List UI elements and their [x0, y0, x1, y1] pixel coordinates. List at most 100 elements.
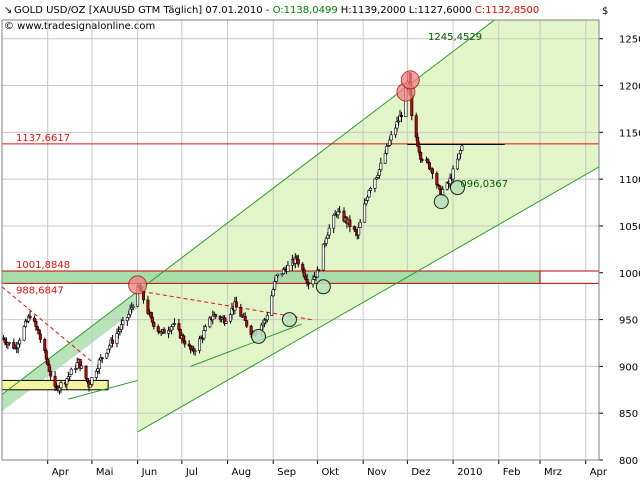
channel-upper-band [2, 291, 138, 412]
y-tick-label-1250: 1250 [619, 35, 640, 46]
candle-body [354, 229, 358, 233]
candle-body [43, 339, 47, 351]
x-tick-label-10: Feb [503, 467, 521, 478]
candle-body [295, 256, 299, 260]
candle-body [44, 350, 48, 360]
candle-body [106, 348, 110, 354]
candle-body [127, 314, 131, 318]
candle-body [214, 314, 218, 317]
candle-body [68, 374, 72, 377]
candle-body [22, 326, 26, 341]
candle-body [149, 312, 153, 318]
candle-body [203, 326, 207, 331]
candle-body [162, 329, 166, 334]
candle-body [270, 295, 274, 316]
candle-body [451, 168, 455, 180]
candle-body [304, 276, 308, 280]
candle-body [80, 365, 84, 369]
candle-body [271, 289, 275, 297]
candle-body [383, 153, 387, 164]
candle-body [111, 339, 115, 344]
header-high: H:1139,2000 [341, 5, 406, 16]
candle-body [239, 307, 243, 317]
level-label-2: 1001,8848 [16, 260, 70, 271]
y-tick-label-950: 950 [619, 316, 638, 327]
dashed-downtrend-2 [141, 290, 312, 321]
candle-body [47, 364, 51, 372]
support-zone-0 [2, 270, 541, 284]
pivot-low-marker-4 [449, 180, 465, 196]
candle-body [128, 308, 132, 315]
header-close: C:1132,8500 [475, 5, 539, 16]
candle-body [84, 365, 88, 379]
candle-body [18, 339, 22, 345]
header-open: O:1138,0499 [273, 5, 338, 16]
candle-body [364, 200, 368, 205]
candle-body [34, 321, 38, 327]
candle-body [66, 376, 70, 380]
candle-body [172, 323, 176, 325]
candle-body [388, 139, 392, 146]
candle-body [416, 136, 420, 147]
y-tick-label-800: 800 [619, 456, 638, 467]
candle-body [419, 151, 423, 160]
candle-body [373, 178, 377, 189]
candle-body [97, 359, 101, 370]
candle-body [394, 127, 398, 136]
candle-body [435, 173, 439, 186]
pivot-low-marker-2 [315, 279, 331, 295]
candle-body [131, 305, 135, 308]
candle-body [183, 340, 187, 345]
plot-border [1, 19, 600, 461]
candle-body [146, 299, 150, 314]
candle-body [311, 279, 315, 285]
x-tick-label-12: Apr [590, 467, 608, 478]
pivot-high-marker-2 [400, 70, 420, 90]
candle-body [115, 333, 119, 344]
candle-body [119, 324, 123, 330]
support-line-early [68, 379, 138, 400]
candle-body [38, 333, 42, 340]
x-tick-label-9: 2010 [457, 467, 482, 478]
x-tick-label-6: Okt [321, 467, 339, 478]
candle-body [3, 339, 7, 343]
candle-body [358, 221, 362, 228]
candle-body [276, 273, 280, 277]
level-label-1: 1137,6617 [16, 133, 70, 144]
candle-body [88, 384, 92, 388]
candle-body [367, 190, 371, 198]
x-tick-label-11: Mrz [544, 467, 562, 478]
candle-body [108, 345, 112, 350]
candle-body [94, 371, 98, 378]
candle-body [85, 378, 89, 383]
candle-body [35, 326, 39, 330]
candle-body [385, 145, 389, 154]
arrow-icon: ↘ [4, 5, 12, 16]
pivot-low-marker-3 [433, 194, 449, 210]
candle-body [150, 316, 154, 323]
candle-body [301, 263, 305, 271]
candle-body [100, 357, 104, 360]
candle-body [302, 269, 306, 277]
candle-body [377, 169, 381, 176]
candle-body [46, 358, 50, 365]
candle-body [389, 134, 393, 141]
candle-body [366, 196, 370, 201]
y-tick-label-850: 850 [619, 409, 638, 420]
candle-body [125, 317, 129, 321]
copyright-text: © www.tradesignalonline.com [4, 21, 155, 32]
candle-body [420, 159, 424, 161]
level-label-3: 988,6847 [16, 285, 64, 296]
candle-body [430, 168, 434, 174]
candle-body [121, 320, 125, 325]
pivot-low-marker-0 [250, 328, 266, 344]
y-tick-label-1200: 1200 [619, 82, 640, 93]
y-tick-label-1100: 1100 [619, 175, 640, 186]
candle-body [327, 227, 331, 236]
level-label-0: 1245,4529 [428, 32, 482, 43]
candle-body [53, 375, 57, 387]
candle-body [317, 269, 321, 272]
candle-body [321, 243, 325, 271]
